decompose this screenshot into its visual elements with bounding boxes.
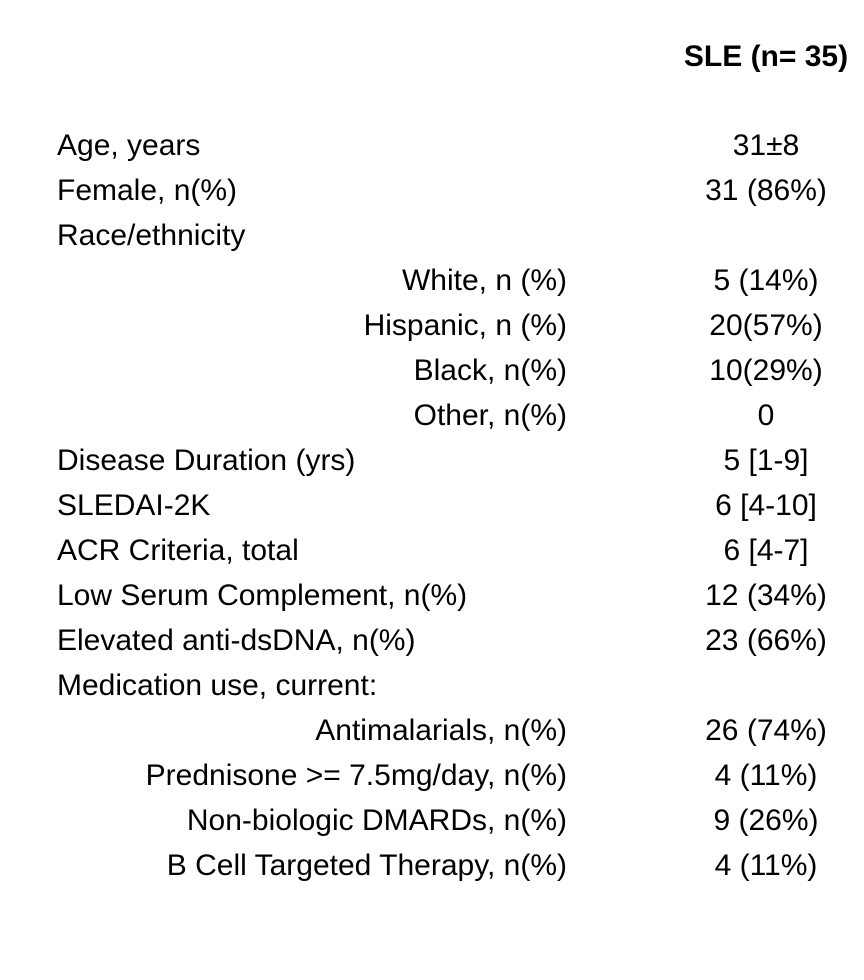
row-label: Hispanic, n (%) <box>363 309 567 342</box>
demographics-table: SLE (n= 35) Age, years 31±8 Female, n(%)… <box>57 34 864 888</box>
table-row-low-serum-complement: Low Serum Complement, n(%) 12 (34%) <box>57 573 864 618</box>
row-value: 26 (74%) <box>705 714 827 747</box>
table-row-age: Age, years 31±8 <box>57 123 864 168</box>
table-row-sledai-2k: SLEDAI-2K 6 [4-10] <box>57 483 864 528</box>
row-value: 4 (11%) <box>714 849 818 882</box>
row-label: SLEDAI-2K <box>57 489 211 522</box>
row-value: 31±8 <box>732 129 800 162</box>
row-value <box>668 663 864 708</box>
row-value: 12 (34%) <box>705 579 827 612</box>
table-row-disease-duration: Disease Duration (yrs) 5 [1-9] <box>57 438 864 483</box>
table-row-b-cell-targeted-therapy: B Cell Targeted Therapy, n(%) 4 (11%) <box>57 843 864 888</box>
table-row-female: Female, n(%) 31 (86%) <box>57 168 864 213</box>
row-value: 23 (66%) <box>705 624 827 657</box>
row-value: 5 [1-9] <box>723 444 809 477</box>
table-row-acr-criteria: ACR Criteria, total 6 [4-7] <box>57 528 864 573</box>
row-value: 4 (11%) <box>714 759 818 792</box>
row-value <box>668 213 864 258</box>
row-value: 9 (26%) <box>713 804 819 837</box>
table-row-white: White, n (%) 5 (14%) <box>57 258 864 303</box>
row-label: Age, years <box>57 129 201 162</box>
row-label: Antimalarials, n(%) <box>315 714 567 747</box>
row-label: Other, n(%) <box>413 399 567 432</box>
row-label: Prednisone >= 7.5mg/day, n(%) <box>145 759 567 792</box>
row-value: 5 (14%) <box>713 264 819 297</box>
table-row-prednisone: Prednisone >= 7.5mg/day, n(%) 4 (11%) <box>57 753 864 798</box>
row-label: Disease Duration (yrs) <box>57 444 356 477</box>
row-label: B Cell Targeted Therapy, n(%) <box>166 849 567 882</box>
table-row-non-biologic-dmards: Non-biologic DMARDs, n(%) 9 (26%) <box>57 798 864 843</box>
header-gap <box>57 79 864 123</box>
row-value: 0 <box>757 399 775 432</box>
table-row-elevated-anti-dsdna: Elevated anti-dsDNA, n(%) 23 (66%) <box>57 618 864 663</box>
row-label: Elevated anti-dsDNA, n(%) <box>57 624 416 657</box>
row-label: Medication use, current: <box>57 669 378 702</box>
row-label: Non-biologic DMARDs, n(%) <box>186 804 567 837</box>
header-empty-cell <box>57 34 668 79</box>
row-value: 6 [4-7] <box>723 534 809 567</box>
row-label: Low Serum Complement, n(%) <box>57 579 468 612</box>
row-value: 20(57%) <box>709 309 823 342</box>
table-row-other: Other, n(%) 0 <box>57 393 864 438</box>
row-value: 31 (86%) <box>705 174 827 207</box>
row-label: White, n (%) <box>401 264 567 297</box>
table-header-row: SLE (n= 35) <box>57 34 864 79</box>
table-row-medication-use: Medication use, current: <box>57 663 864 708</box>
column-header-sle: SLE (n= 35) <box>683 40 849 73</box>
row-value: 10(29%) <box>709 354 823 387</box>
row-label: Female, n(%) <box>57 174 238 207</box>
table-row-hispanic: Hispanic, n (%) 20(57%) <box>57 303 864 348</box>
table-row-antimalarials: Antimalarials, n(%) 26 (74%) <box>57 708 864 753</box>
row-label: ACR Criteria, total <box>57 534 299 567</box>
row-label: Black, n(%) <box>413 354 567 387</box>
row-value: 6 [4-10] <box>715 489 817 522</box>
table-row-race-ethnicity: Race/ethnicity <box>57 213 864 258</box>
table-row-black: Black, n(%) 10(29%) <box>57 348 864 393</box>
row-label: Race/ethnicity <box>57 219 246 252</box>
